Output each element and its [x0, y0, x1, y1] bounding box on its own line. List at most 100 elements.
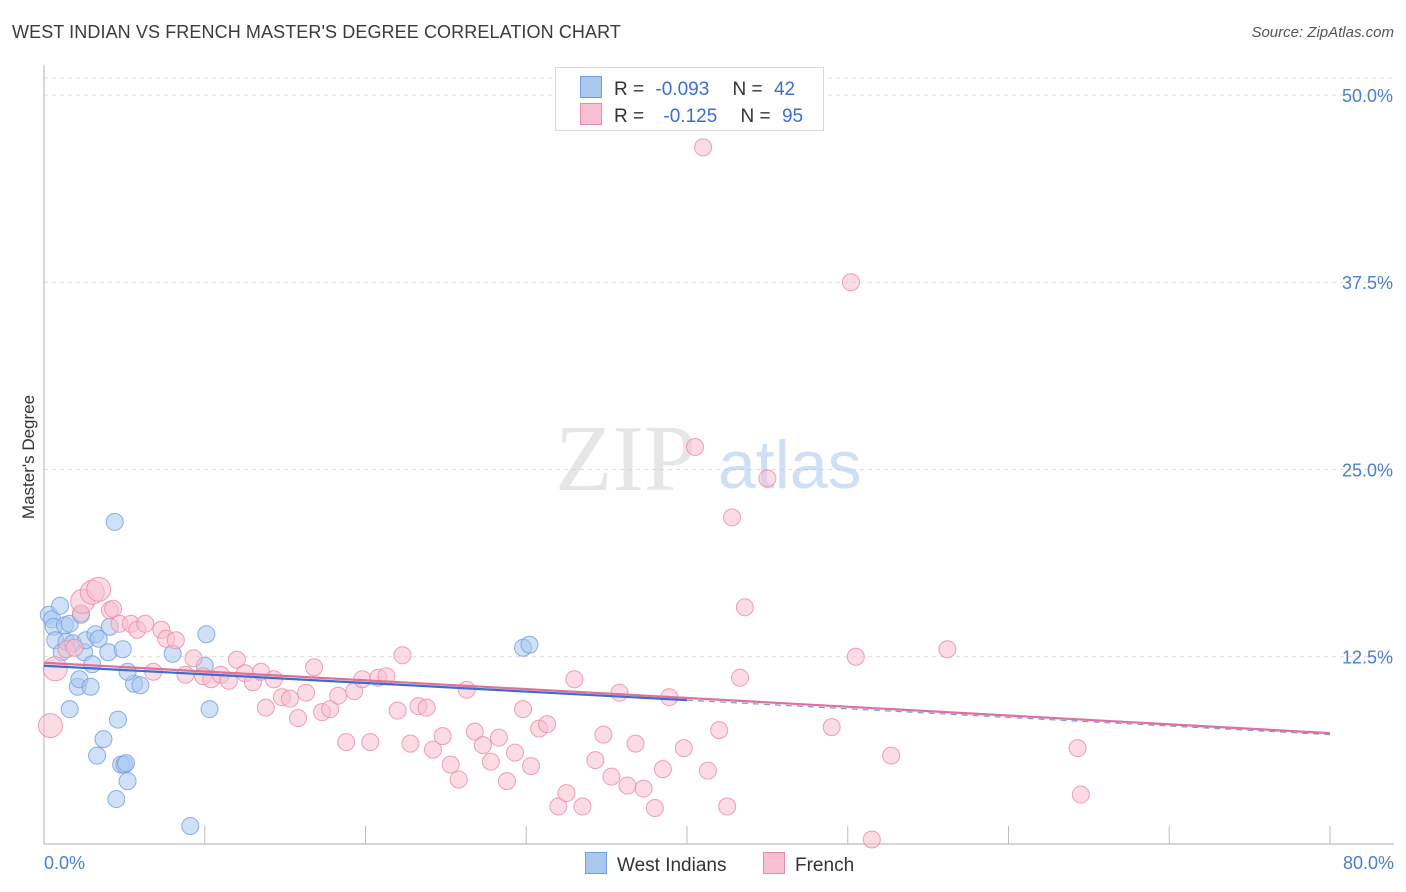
point-french — [618, 776, 637, 795]
trend-extension-west-indians — [686, 699, 1331, 736]
point-west-indians — [99, 643, 118, 662]
point-french — [305, 658, 324, 677]
point-french — [731, 668, 750, 687]
point-french — [565, 670, 584, 689]
scatter-points — [37, 138, 1090, 849]
point-west-indians — [131, 676, 150, 695]
legend-swatch-french — [580, 103, 602, 125]
point-french — [321, 700, 340, 719]
point-french — [136, 614, 155, 633]
point-french — [505, 743, 524, 762]
legend-r-label: R = — [614, 79, 645, 100]
watermark-atlas: atlas — [718, 427, 862, 503]
point-french — [686, 438, 705, 457]
point-french — [698, 761, 717, 780]
axes — [43, 65, 1394, 845]
point-french — [710, 721, 729, 740]
point-french — [846, 647, 865, 666]
point-french — [166, 631, 185, 650]
point-french — [862, 830, 881, 849]
point-french — [465, 722, 484, 741]
point-french — [184, 649, 203, 668]
legend: R = -0.093 N = 42 R = -0.125 N = 95 — [555, 67, 824, 131]
bottom-legend-swatch — [585, 852, 607, 874]
point-french — [256, 698, 275, 717]
point-west-indians — [107, 790, 126, 809]
point-french — [718, 797, 737, 816]
point-french — [329, 686, 348, 705]
point-french — [1068, 739, 1087, 758]
point-french — [417, 698, 436, 717]
source-label: Source: ZipAtlas.com — [1251, 24, 1394, 41]
legend-r-value: -0.125 — [663, 106, 718, 127]
point-west-indians — [60, 700, 79, 719]
legend-n-value: 95 — [781, 106, 804, 127]
x-tick-label-min: 0.0% — [44, 853, 85, 873]
point-french — [401, 734, 420, 753]
point-french — [822, 718, 841, 737]
bottom-legend-label: West Indians — [617, 855, 727, 876]
y-tick-label: 50.0% — [1342, 86, 1393, 106]
legend-row-french: R = -0.125 N = 95 — [580, 103, 803, 128]
point-french — [694, 138, 713, 157]
point-french — [586, 751, 605, 770]
point-french — [841, 273, 860, 292]
watermark: ZIP atlas — [555, 407, 862, 511]
point-french — [674, 739, 693, 758]
point-french — [337, 733, 356, 752]
point-french — [65, 638, 84, 657]
point-west-indians — [197, 625, 216, 644]
point-french — [645, 799, 664, 818]
point-west-indians — [113, 640, 132, 659]
point-west-indians — [200, 700, 219, 719]
point-french — [1071, 785, 1090, 804]
point-french — [37, 713, 63, 739]
point-french — [514, 700, 533, 719]
point-west-indians — [116, 754, 135, 773]
point-west-indians — [89, 629, 108, 648]
point-french — [594, 725, 613, 744]
point-west-indians — [181, 817, 200, 836]
point-west-indians — [105, 512, 124, 531]
point-french — [473, 736, 492, 755]
x-tick-label-max: 80.0% — [1343, 853, 1394, 873]
point-french — [393, 646, 412, 665]
point-french — [433, 727, 452, 746]
point-west-indians — [108, 710, 127, 729]
y-tick-label: 37.5% — [1342, 273, 1393, 293]
point-french — [549, 797, 568, 816]
legend-swatch-west-indians — [580, 76, 602, 98]
point-french — [538, 715, 557, 734]
legend-r-value: -0.093 — [655, 79, 710, 100]
trend-line-french — [43, 661, 1331, 735]
bottom-legend-west-indians: West Indians — [585, 852, 726, 877]
point-french — [610, 683, 629, 702]
point-french — [497, 772, 516, 791]
point-french — [602, 767, 621, 786]
point-french — [758, 469, 777, 488]
point-french — [626, 734, 645, 753]
point-french — [573, 797, 592, 816]
point-french — [522, 757, 541, 776]
point-french — [424, 740, 443, 759]
point-french — [86, 576, 112, 602]
point-west-indians — [520, 635, 539, 654]
point-west-indians — [81, 677, 100, 696]
legend-r-label: R = — [614, 106, 645, 127]
point-french — [449, 770, 468, 789]
point-french — [882, 746, 901, 765]
tick-labels: 12.5% 25.0% 37.5% 50.0% 0.0% 80.0% — [44, 86, 1394, 873]
point-west-indians — [51, 596, 70, 615]
point-french — [280, 689, 299, 708]
point-french — [557, 784, 576, 803]
point-french — [388, 701, 407, 720]
point-french — [489, 728, 508, 747]
trend-lines — [43, 661, 1331, 736]
point-west-indians — [94, 730, 113, 749]
bottom-legend-label: French — [795, 855, 855, 876]
point-west-indians — [118, 662, 137, 681]
y-tick-label: 12.5% — [1342, 648, 1393, 668]
chart-title: WEST INDIAN VS FRENCH MASTER'S DEGREE CO… — [12, 22, 622, 42]
bottom-legend-french: French — [763, 852, 854, 877]
